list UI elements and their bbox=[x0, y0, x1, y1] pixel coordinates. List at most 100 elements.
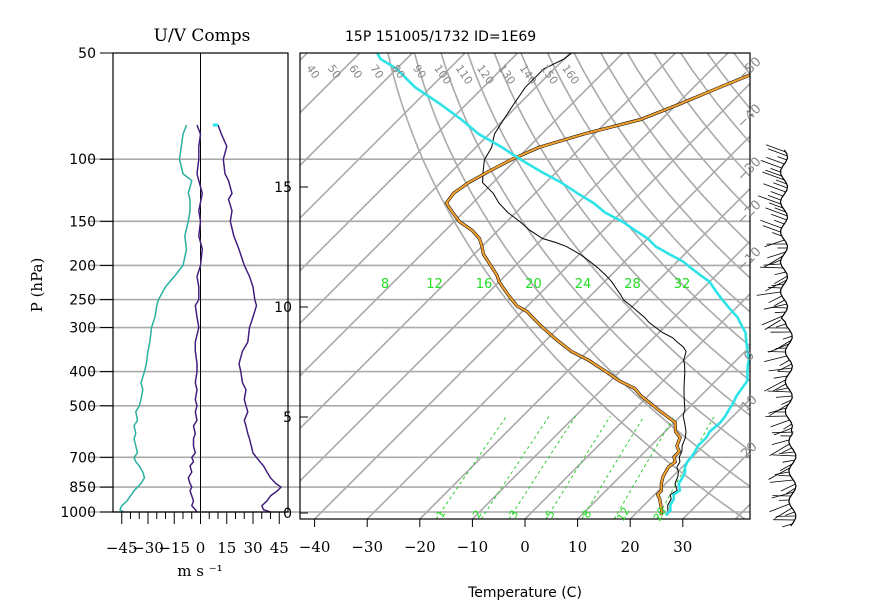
isotherm-line bbox=[0, 0, 338, 525]
temp-tick-label: −10 bbox=[457, 538, 489, 556]
uv-x-tick-label: 30 bbox=[243, 539, 262, 557]
isotherm-line bbox=[782, 0, 887, 525]
uv-x-axis-label: m s ⁻¹ bbox=[177, 562, 222, 580]
wind-barb bbox=[774, 376, 788, 378]
wind-barb bbox=[775, 508, 792, 519]
wind-barb bbox=[766, 416, 787, 417]
isotherm-label: 10 bbox=[738, 392, 760, 414]
uv-series-line bbox=[120, 125, 192, 512]
pressure-tick-label: 500 bbox=[69, 399, 96, 415]
pressure-tick-label: 700 bbox=[69, 450, 96, 466]
uv-panel-title: U/V Comps bbox=[154, 26, 251, 46]
mixing-ratio-line bbox=[509, 416, 575, 519]
temp-tick-label: 0 bbox=[520, 538, 530, 556]
wind-barb bbox=[770, 480, 793, 482]
isotherm-label: −40 bbox=[735, 102, 765, 132]
wind-barb bbox=[768, 352, 786, 353]
uv-series-line bbox=[218, 125, 281, 512]
pressure-tick-label: 150 bbox=[69, 214, 96, 230]
wind-barb bbox=[774, 220, 784, 224]
wind-barb bbox=[778, 371, 791, 372]
wind-barb bbox=[764, 356, 786, 362]
pressure-tick-label: 100 bbox=[69, 152, 96, 168]
dry-adiabat-label: 70 bbox=[367, 62, 386, 81]
mixing-ratio-line bbox=[481, 416, 549, 519]
height-tick-label: 10 bbox=[274, 300, 292, 316]
wind-barb bbox=[771, 168, 781, 172]
pressure-tick-label: 300 bbox=[69, 321, 96, 337]
wind-barb bbox=[783, 336, 792, 339]
wind-barb bbox=[772, 432, 794, 433]
temp-tick-label: 30 bbox=[673, 538, 692, 556]
isotherm-label: 0 bbox=[741, 348, 757, 364]
wind-barb bbox=[772, 440, 789, 445]
height-tick-label: 15 bbox=[274, 180, 292, 196]
isotherm-label: 20 bbox=[738, 439, 760, 461]
wind-barb bbox=[767, 391, 791, 392]
uv-x-tick-label: −15 bbox=[158, 539, 190, 557]
wind-barb bbox=[771, 192, 783, 197]
moist-adiabat-label: 8 bbox=[381, 277, 389, 292]
dry-adiabat-line bbox=[657, 0, 887, 534]
temp-tick-label: 10 bbox=[568, 538, 587, 556]
moist-adiabat-label: 20 bbox=[525, 277, 542, 292]
wind-barb bbox=[774, 428, 792, 435]
moist-adiabat-label: 24 bbox=[575, 277, 592, 292]
wind-barb bbox=[768, 408, 786, 413]
wind-barb bbox=[768, 195, 781, 200]
wind-barb bbox=[776, 348, 786, 349]
dry-adiabat-line bbox=[752, 0, 887, 534]
moist-adiabat-label: 32 bbox=[674, 277, 691, 292]
dry-adiabat-label: 90 bbox=[410, 62, 429, 81]
temp-tick-label: −30 bbox=[351, 538, 383, 556]
mixing-ratio-label: 20 bbox=[651, 505, 669, 524]
pressure-tick-label: 50 bbox=[78, 46, 96, 62]
uv-x-tick-label: 0 bbox=[196, 539, 206, 557]
wind-barbs bbox=[757, 145, 796, 527]
wind-barb bbox=[779, 452, 795, 454]
moist-adiabat-label: 12 bbox=[426, 277, 443, 292]
uv-series-line bbox=[218, 125, 281, 512]
dry-adiabat-label: 40 bbox=[304, 62, 323, 81]
wind-barb bbox=[778, 157, 787, 160]
wind-barb bbox=[765, 170, 781, 176]
wind-barb bbox=[781, 484, 796, 491]
wind-barb bbox=[769, 368, 793, 371]
wind-barb bbox=[771, 420, 790, 427]
mixing-ratio-line bbox=[436, 416, 507, 519]
pressure-tick-label: 200 bbox=[69, 258, 96, 274]
pressure-tick-label: 1000 bbox=[60, 505, 96, 521]
mixing-ratio-line bbox=[546, 416, 610, 519]
wind-barb bbox=[763, 184, 785, 192]
skewt-x-axis-label: Temperature (C) bbox=[467, 585, 582, 600]
uv-x-tick-label: 15 bbox=[217, 539, 236, 557]
wind-barb bbox=[768, 287, 782, 288]
pressure-tick-label: 850 bbox=[69, 480, 96, 496]
wind-barb bbox=[763, 264, 780, 265]
dry-adiabat-label: 140 bbox=[517, 62, 540, 87]
wind-barb bbox=[760, 267, 783, 268]
wind-barb bbox=[769, 296, 782, 303]
wind-barb bbox=[785, 512, 794, 515]
wind-barb bbox=[770, 504, 790, 512]
isotherm-label: −10 bbox=[735, 245, 765, 275]
dry-adiabat-label: 50 bbox=[325, 62, 344, 81]
wind-barb bbox=[780, 360, 790, 366]
wind-barb bbox=[778, 475, 790, 476]
isotherm-label: −20 bbox=[735, 198, 765, 228]
moist-adiabat-label: 28 bbox=[624, 277, 641, 292]
temp-tick-label: 20 bbox=[621, 538, 640, 556]
wind-barb bbox=[776, 324, 786, 327]
moist-adiabat-label: 16 bbox=[476, 277, 493, 292]
wind-barb bbox=[776, 396, 792, 397]
isotherm-line bbox=[677, 0, 887, 525]
skewt-title: 15P 151005/1732 ID=1E69 bbox=[345, 29, 536, 45]
pressure-tick-label: 250 bbox=[69, 293, 96, 309]
wind-barb bbox=[775, 272, 786, 275]
pressure-tick-label: 400 bbox=[69, 365, 96, 381]
wind-barb bbox=[766, 145, 786, 152]
wind-barb bbox=[771, 307, 788, 308]
